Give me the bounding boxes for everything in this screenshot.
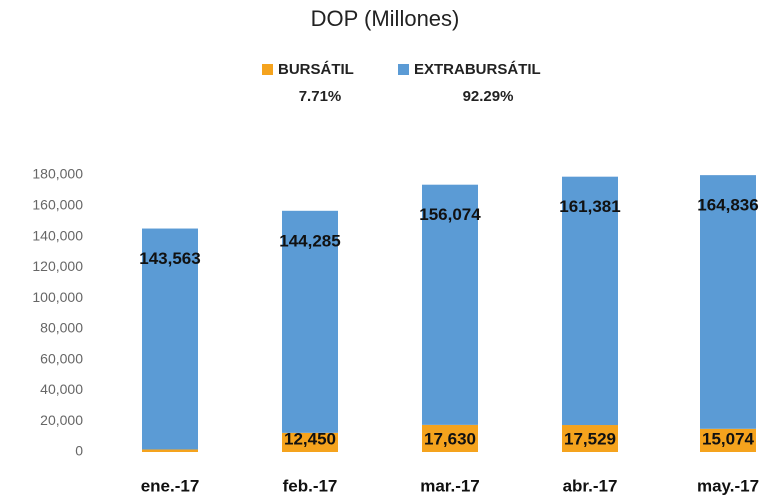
data-label: 164,836 (697, 196, 758, 215)
data-label: 17,529 (564, 429, 616, 448)
y-tick-label: 0 (75, 443, 83, 459)
legend-label: EXTRABURSÁTIL (414, 61, 541, 78)
bar-segment (282, 432, 338, 452)
bar-segment (142, 228, 198, 450)
x-tick-label: abr.-17 (563, 476, 618, 495)
x-tick-label: feb.-17 (283, 476, 338, 495)
x-tick-label: mar.-17 (420, 476, 480, 495)
y-tick-label: 60,000 (40, 350, 83, 366)
data-label: 161,381 (559, 197, 620, 216)
y-tick-label: 140,000 (32, 227, 83, 243)
bar-segment (562, 176, 618, 426)
x-tick-label: ene.-17 (141, 476, 200, 495)
data-label: 156,074 (419, 205, 481, 224)
bar-segment (700, 428, 756, 452)
bar-segment (562, 425, 618, 452)
bar-segment (282, 210, 338, 433)
data-label: 144,285 (279, 231, 340, 250)
chart-title: DOP (Millones) (311, 6, 460, 31)
y-tick-label: 180,000 (32, 166, 83, 182)
data-label: 17,630 (424, 429, 476, 448)
y-tick-label: 40,000 (40, 381, 83, 397)
legend-swatch (398, 64, 409, 75)
bar-segment (422, 424, 478, 452)
y-tick-label: 160,000 (32, 196, 83, 212)
y-tick-label: 80,000 (40, 320, 83, 336)
data-label: 12,450 (284, 429, 336, 448)
legend-swatch (262, 64, 273, 75)
y-tick-label: 20,000 (40, 412, 83, 428)
data-label: 143,563 (139, 249, 200, 268)
y-tick-label: 120,000 (32, 258, 83, 274)
legend-share: 7.71% (299, 88, 342, 105)
legend-share: 92.29% (463, 88, 514, 105)
x-tick-label: may.-17 (697, 476, 759, 495)
y-tick-label: 100,000 (32, 289, 83, 305)
legend-label: BURSÁTIL (278, 61, 354, 78)
bar-segment (142, 449, 198, 452)
bar-segment (422, 184, 478, 425)
data-label: 15,074 (702, 429, 755, 448)
bar-segment (700, 175, 756, 429)
